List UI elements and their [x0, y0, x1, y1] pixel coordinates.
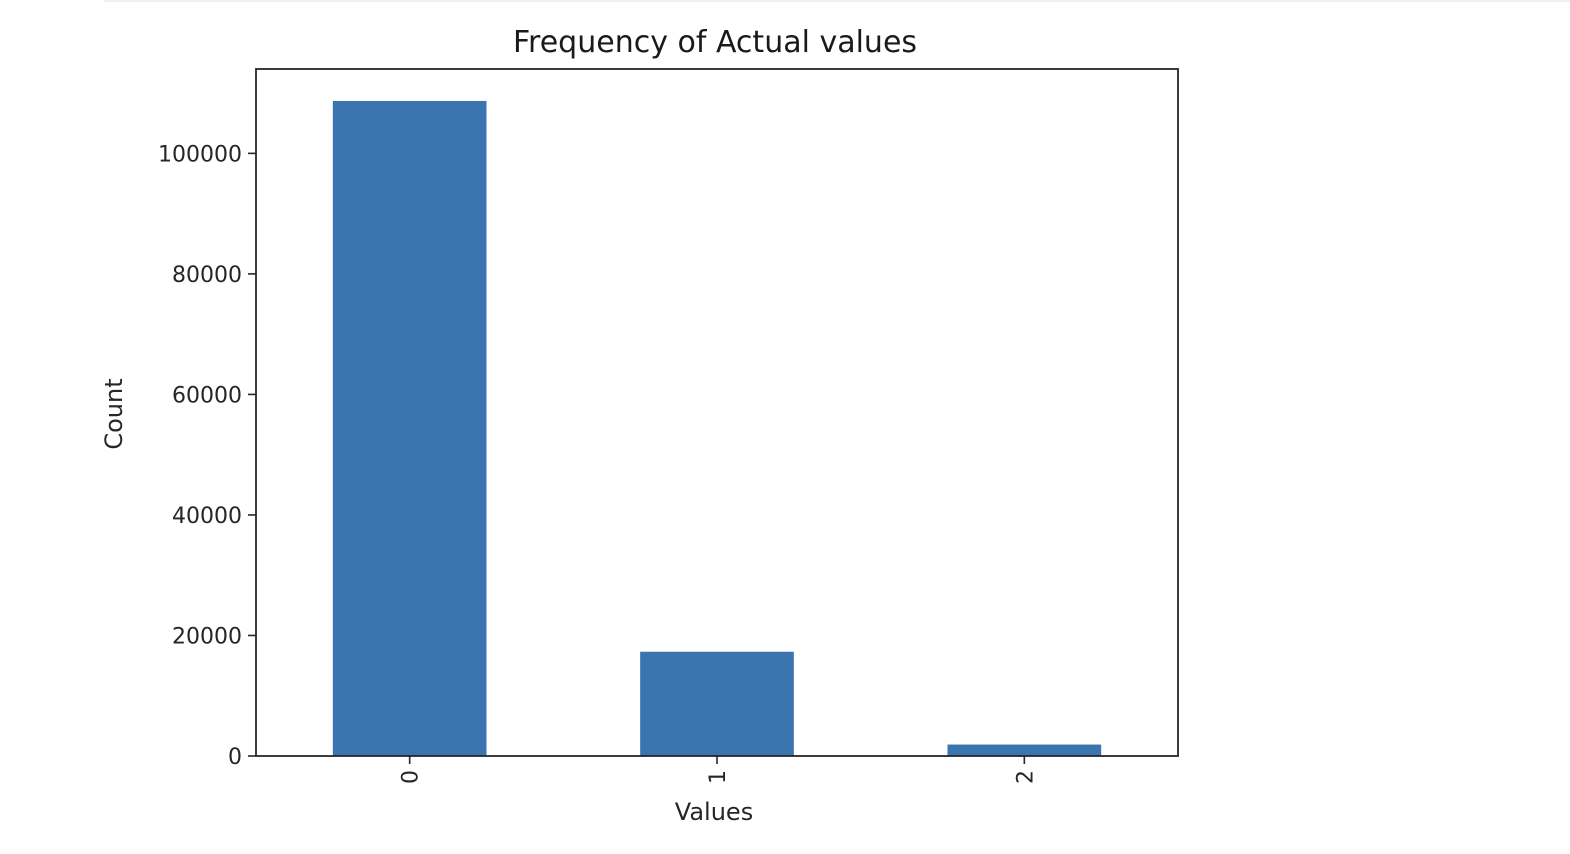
- bars-layer: [332, 100, 1102, 757]
- y-tick-label: 60000: [172, 383, 242, 408]
- y-tick-label: 40000: [172, 504, 242, 529]
- y-tick-label: 100000: [158, 142, 242, 167]
- y-axis-label: Count: [100, 378, 128, 449]
- bar-2: [947, 744, 1102, 756]
- y-tick-label: 20000: [172, 624, 242, 649]
- bar-0: [332, 100, 487, 757]
- chart-title: Frequency of Actual values: [513, 25, 917, 60]
- x-tick-label-2: 2: [1013, 770, 1038, 784]
- bar-1: [640, 651, 794, 756]
- y-axis: 0 20000 40000 60000 80000 100000: [158, 142, 256, 770]
- cell-top-border: [104, 0, 1570, 2]
- y-tick-label: 0: [228, 745, 242, 770]
- x-tick-label-1: 1: [706, 770, 731, 784]
- x-tick-label-0: 0: [399, 770, 424, 784]
- x-axis-label: Values: [675, 798, 753, 826]
- x-axis: 0 1 2: [399, 756, 1038, 784]
- y-tick-label: 80000: [172, 263, 242, 288]
